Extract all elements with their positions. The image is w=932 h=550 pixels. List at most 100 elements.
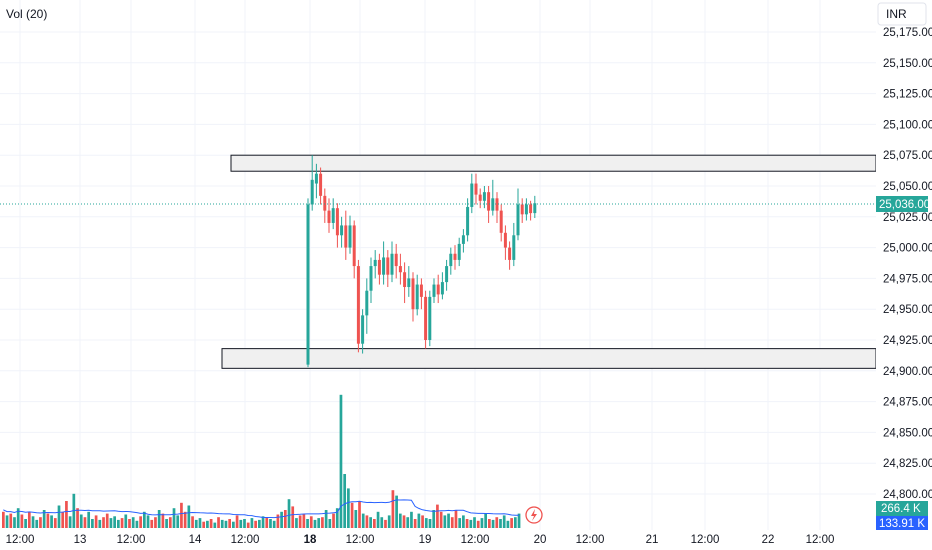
volume-bar <box>436 504 439 528</box>
support-zone[interactable] <box>221 348 877 369</box>
lightning-replay-icon[interactable] <box>525 506 543 524</box>
resistance-zone[interactable] <box>230 154 877 172</box>
volume-bar <box>343 474 347 528</box>
price-tick-label: 24,800.00 <box>883 489 932 501</box>
volume-bar <box>194 519 198 528</box>
time-axis[interactable]: 12:00 13 12:00 14 12:00 18 12:00 19 12:00 20 12:00… <box>6 534 835 546</box>
volume-bar <box>491 519 495 528</box>
volume-bar <box>306 519 309 528</box>
price-tick-label: 24,950.00 <box>883 304 932 316</box>
volume-bar <box>421 515 424 528</box>
price-tick-label: 25,050.00 <box>883 181 932 193</box>
candle-body <box>424 296 428 340</box>
volume-bar <box>291 506 295 528</box>
volume-bar <box>61 511 65 528</box>
candle-body <box>361 315 365 344</box>
price-tick-label: 25,175.00 <box>883 27 932 39</box>
volume-bar <box>317 518 321 528</box>
volume-bar <box>287 499 291 528</box>
volume-bar <box>384 519 387 528</box>
volume-bar <box>454 510 458 528</box>
volume-bar <box>365 515 369 528</box>
current-price-value: 25,036.00 <box>879 199 930 211</box>
volume-bar <box>228 519 232 528</box>
volume-ma-value: 133.91 K <box>879 518 925 530</box>
price-tick-label: 24,925.00 <box>883 335 932 347</box>
currency-box[interactable]: INR <box>877 2 927 26</box>
volume-bar <box>350 502 354 528</box>
volume-bar <box>31 516 35 528</box>
candle-body <box>440 282 444 295</box>
candle-body <box>495 198 499 211</box>
volume-bar <box>298 515 302 528</box>
volume-bar <box>109 518 113 528</box>
candle-body <box>512 235 516 260</box>
candle-body <box>306 204 310 365</box>
time-label: 22 <box>762 534 775 546</box>
volume-bar <box>517 513 521 528</box>
volume-bar <box>484 513 487 528</box>
candle-body <box>411 278 415 310</box>
volume-bar <box>20 514 24 528</box>
volume-bar <box>5 515 9 528</box>
candle-body <box>432 284 436 297</box>
price-axis-bg <box>876 0 932 550</box>
time-label: 12:00 <box>6 534 35 546</box>
volume-bar <box>439 511 443 528</box>
volume-bar <box>13 517 16 528</box>
candle-body <box>461 235 465 244</box>
volume-bar <box>139 516 142 528</box>
volume-ma-badge: 133.91 K <box>876 516 928 530</box>
candle-body <box>403 272 407 288</box>
volume-bar <box>499 519 502 528</box>
price-tick-label: 25,025.00 <box>883 212 932 224</box>
volume-bar <box>183 511 187 528</box>
volume-bar <box>142 511 146 528</box>
volume-bar <box>272 520 276 528</box>
volume-bar <box>76 508 79 528</box>
time-label: 12:00 <box>231 534 260 546</box>
volume-bar <box>146 515 150 528</box>
price-axis[interactable]: 25,175.00 25,150.00 25,125.00 25,100.00 25,0… <box>883 27 932 501</box>
volume-badge: 266.4 K <box>876 501 928 516</box>
volume-bar <box>65 501 68 528</box>
volume-bar <box>172 508 176 528</box>
volume-bar <box>269 519 272 528</box>
volume-bar <box>465 519 469 528</box>
volume-bar <box>410 511 413 528</box>
volume-bar <box>128 519 131 528</box>
candle-body <box>428 296 432 340</box>
volume-bar <box>283 510 287 528</box>
volume-bar <box>91 519 94 528</box>
volume-bar <box>261 516 265 528</box>
volume-bar <box>506 520 510 528</box>
candle-body <box>369 266 373 291</box>
volume-bar <box>235 515 239 528</box>
volume-bar <box>332 513 335 528</box>
price-tick-label: 25,075.00 <box>883 150 932 162</box>
price-tick-label: 24,850.00 <box>883 427 932 439</box>
candle-body <box>436 284 440 295</box>
candle-body <box>386 257 390 275</box>
volume-bar <box>417 513 421 528</box>
volume-bar <box>476 520 480 528</box>
candle-body <box>356 266 360 344</box>
candle-body <box>323 195 327 211</box>
price-tick-label: 25,100.00 <box>883 119 932 131</box>
volume-bar <box>79 514 83 528</box>
volume-bar <box>39 517 42 528</box>
time-label: 12:00 <box>117 534 146 546</box>
volume-bar <box>187 505 191 528</box>
volume-bar <box>313 519 317 528</box>
volume-bar <box>309 516 313 528</box>
volume-bar <box>161 513 165 528</box>
volume-bar <box>165 519 168 528</box>
volume-bar <box>243 519 246 528</box>
candle-body <box>524 204 528 215</box>
time-label: 21 <box>646 534 659 546</box>
volume-bar <box>176 515 180 528</box>
indicator-label[interactable]: Vol (20) <box>6 7 47 21</box>
price-tick-label: 24,875.00 <box>883 397 932 409</box>
time-label: 19 <box>419 534 432 546</box>
